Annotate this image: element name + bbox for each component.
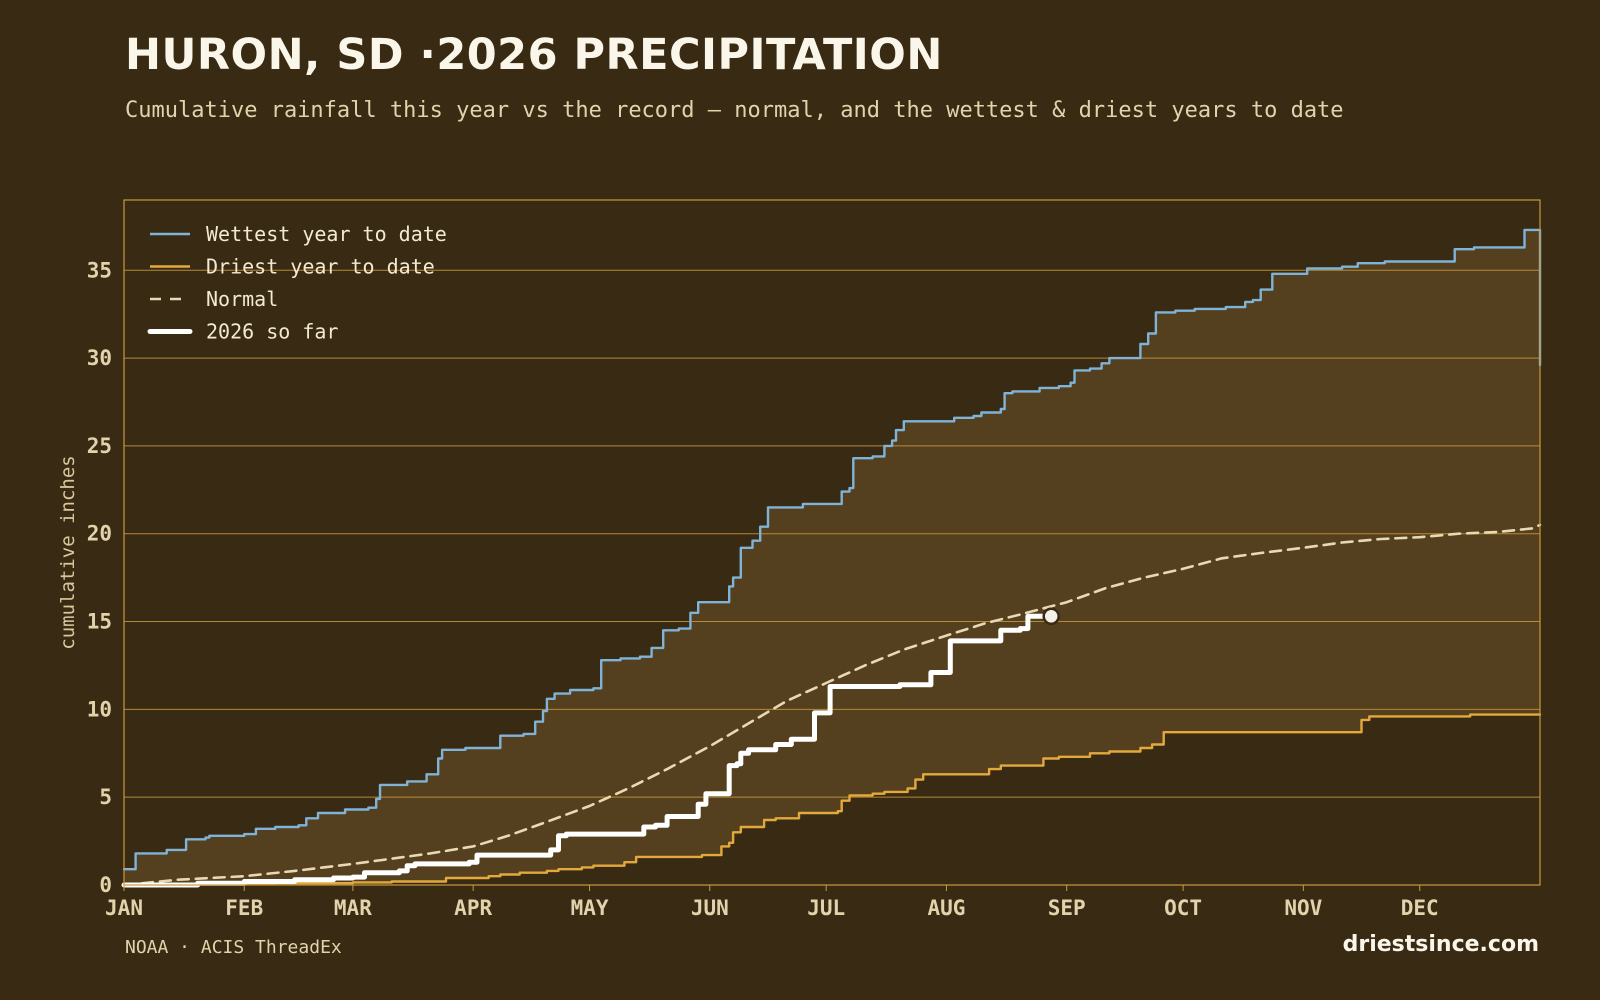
- x-tick-label: APR: [454, 896, 492, 920]
- x-tick-label: OCT: [1164, 896, 1202, 920]
- x-tick-label: NOV: [1284, 896, 1322, 920]
- x-tick-label: MAR: [334, 896, 372, 920]
- plot-frame: [123, 199, 1541, 886]
- series-line-wettest-year-to-date: [122, 228, 1542, 871]
- legend-label: Normal: [206, 287, 278, 311]
- series-line-driest-year-to-date: [122, 713, 1542, 887]
- page-subtitle: Cumulative rainfall this year vs the rec…: [125, 98, 1344, 123]
- legend-label: Driest year to date: [206, 255, 435, 279]
- y-tick-label: 15: [87, 610, 112, 634]
- legend: Wettest year to date Driest year to date N…: [147, 222, 447, 344]
- x-tick-label: SEP: [1048, 896, 1086, 920]
- y-tick-label: 10: [87, 697, 112, 721]
- data-source: NOAA · ACIS ThreadEx: [125, 937, 342, 958]
- wet-dry-band-fill: [124, 229, 1540, 885]
- x-axis-ticks: JAN FEB MAR APR MAY JUN JUL AUG SEP OCT NOV DEC: [105, 885, 1439, 920]
- current-value-marker: [1042, 607, 1060, 626]
- x-tick-label: JUL: [807, 896, 845, 920]
- legend-label: Wettest year to date: [206, 222, 447, 246]
- x-tick-label: AUG: [927, 896, 965, 920]
- y-tick-label: 5: [99, 785, 112, 809]
- x-tick-label: MAY: [571, 896, 609, 920]
- series-line-2026-so-far: [121, 613, 1054, 888]
- y-tick-label: 25: [87, 434, 112, 458]
- x-tick-label: FEB: [225, 896, 263, 920]
- y-axis-label: cumulative inches: [57, 455, 79, 649]
- site-credit: driestsince.com: [1342, 932, 1539, 957]
- y-tick-label: 20: [87, 522, 112, 546]
- page-title: HURON, SD ·2026 PRECIPITATION: [125, 30, 943, 80]
- range-band: [124, 229, 1540, 885]
- x-tick-label: DEC: [1401, 896, 1439, 920]
- y-axis-ticks: 0 5 10 15 20 25 30 35: [87, 258, 112, 897]
- series-lines: [121, 228, 1542, 888]
- x-tick-label: JUN: [691, 896, 729, 920]
- legend-label: 2026 so far: [206, 320, 338, 344]
- y-tick-label: 30: [87, 346, 112, 370]
- x-tick-label: JAN: [105, 896, 143, 920]
- series-line-normal: [122, 523, 1542, 887]
- y-tick-label: 35: [87, 258, 112, 282]
- y-tick-label: 0: [99, 873, 112, 897]
